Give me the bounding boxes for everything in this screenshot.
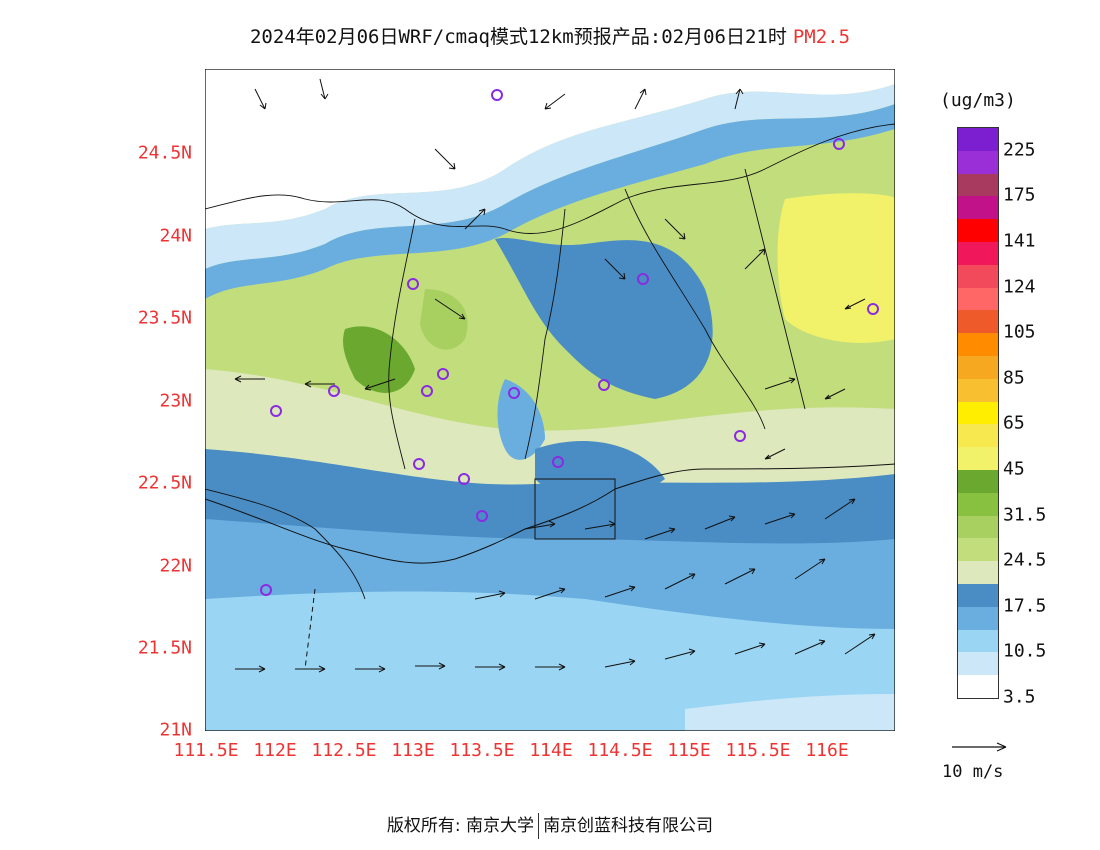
title-main: 2024年02月06日WRF/cmaq模式12km预报产品:02月06日21时 [249,26,787,48]
legend-label: 45 [1003,458,1025,480]
region-white-north [205,69,895,229]
region-pale-blue-north [205,84,895,269]
legend-swatch [958,287,998,311]
color-legend [957,127,999,699]
lat-label: 21N [159,719,192,741]
legend-swatch [958,310,998,334]
legend-unit: (ug/m3) [940,90,1016,111]
region-pale-blue-south [685,694,895,731]
legend-swatch [958,333,998,356]
legend-label: 225 [1003,139,1036,161]
legend-swatch [958,492,998,516]
lat-label: 24.5N [137,142,192,164]
lon-label: 115E [667,740,711,761]
lon-label: 112E [253,740,297,761]
monitoring-stations [260,89,879,596]
wind-reference-label: 10 m/s [942,762,1004,782]
lon-label: 116E [805,740,849,761]
lat-label: 21.5N [137,637,192,659]
lon-label: 115.5E [725,740,791,761]
lat-label: 23N [159,390,192,412]
region-blue-estuary [535,440,665,502]
legend-swatch [958,378,998,402]
legend-swatch [958,629,998,653]
legend-label: 175 [1003,184,1036,206]
lon-label: 113.5E [449,740,515,761]
legend-swatch [958,355,998,379]
region-blue-center [495,237,713,399]
legend-swatch [958,424,998,448]
lat-label: 24N [159,225,192,247]
legend-swatch [958,447,998,470]
legend-label: 85 [1003,367,1025,389]
legend-swatch [958,561,998,584]
region-dark-green-1 [343,326,415,393]
hong-kong-box [534,478,616,540]
lon-label: 111.5E [173,740,239,761]
legend-label: 31.5 [1003,504,1047,526]
wind-reference-arrow [952,742,1007,752]
legend-swatch [958,675,998,698]
legend-swatch [958,606,998,630]
legend-swatch [958,128,998,151]
legend-swatch [958,652,998,676]
lat-label: 22N [159,555,192,577]
legend-swatch [958,173,998,197]
legend-label: 3.5 [1003,686,1036,708]
copyright-left: 版权所有: 南京大学 [386,816,535,836]
legend-label: 124 [1003,276,1036,298]
lat-label: 23.5N [137,307,192,329]
legend-swatch [958,150,998,174]
legend-swatch [958,583,998,607]
legend-swatch [958,264,998,288]
region-blue-river [497,379,545,460]
dashed-boundary [304,588,316,670]
copyright-right: 南京创蓝科技有限公司 [543,816,714,836]
legend-swatch [958,469,998,493]
lon-label: 114.5E [587,740,653,761]
region-light-blue-south [205,591,895,731]
map-title: 2024年02月06日WRF/cmaq模式12km预报产品:02月06日21时 P… [0,22,1100,49]
pm25-map [205,69,895,731]
legend-swatch [958,241,998,265]
map-canvas [205,69,895,731]
legend-label: 65 [1003,412,1025,434]
lat-label: 22.5N [137,472,192,494]
lon-label: 114E [529,740,573,761]
region-blue-north [205,104,895,299]
legend-swatch [958,538,998,562]
legend-label: 17.5 [1003,595,1047,617]
copyright-separator [538,813,540,839]
region-yellow-east [777,193,895,343]
legend-label: 24.5 [1003,549,1047,571]
legend-swatch [958,219,998,242]
lon-label: 113E [391,740,435,761]
legend-label: 105 [1003,321,1036,343]
lon-label: 112.5E [311,740,377,761]
legend-swatch [958,401,998,425]
title-species: PM2.5 [792,26,851,48]
province-boundaries [205,123,895,600]
wind-arrows [234,78,876,673]
legend-label: 10.5 [1003,640,1047,662]
copyright: 版权所有: 南京大学 南京创蓝科技有限公司 [0,811,1100,839]
legend-swatch [958,196,998,220]
legend-label: 141 [1003,230,1036,252]
legend-swatch [958,515,998,539]
region-green-2 [420,289,468,350]
